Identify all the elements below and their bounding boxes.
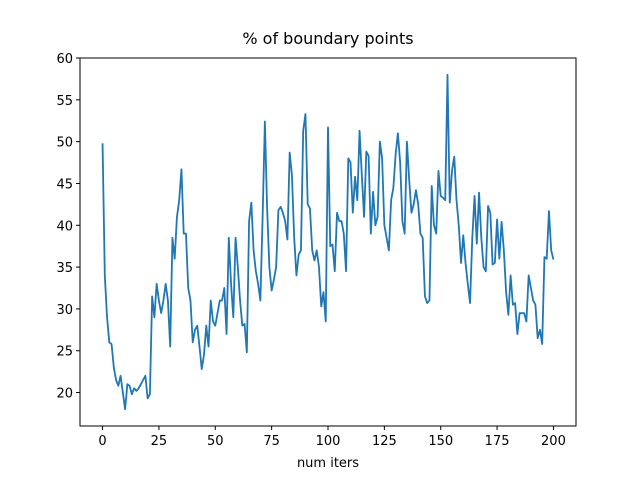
x-tick-label: 175 bbox=[485, 434, 510, 449]
x-tick-label: 200 bbox=[541, 434, 566, 449]
x-axis-label: num iters bbox=[297, 456, 359, 471]
x-tick-label: 0 bbox=[98, 434, 106, 449]
y-tick-label: 55 bbox=[56, 94, 73, 109]
x-tick-label: 150 bbox=[428, 434, 453, 449]
chart-title: % of boundary points bbox=[242, 29, 413, 48]
x-tick-label: 75 bbox=[263, 434, 280, 449]
y-tick-label: 60 bbox=[56, 52, 73, 67]
x-tick-label: 25 bbox=[151, 434, 168, 449]
y-tick-label: 25 bbox=[56, 345, 73, 360]
y-tick-label: 30 bbox=[56, 303, 73, 318]
y-tick-label: 35 bbox=[56, 261, 73, 276]
y-tick-label: 45 bbox=[56, 177, 73, 192]
y-tick-label: 40 bbox=[56, 219, 73, 234]
y-tick-label: 20 bbox=[56, 387, 73, 402]
y-tick-label: 50 bbox=[56, 136, 73, 151]
x-tick-label: 125 bbox=[372, 434, 397, 449]
axes-frame bbox=[79, 57, 577, 427]
data-line bbox=[101, 73, 555, 411]
x-tick-label: 50 bbox=[207, 434, 224, 449]
x-tick-label: 100 bbox=[316, 434, 341, 449]
